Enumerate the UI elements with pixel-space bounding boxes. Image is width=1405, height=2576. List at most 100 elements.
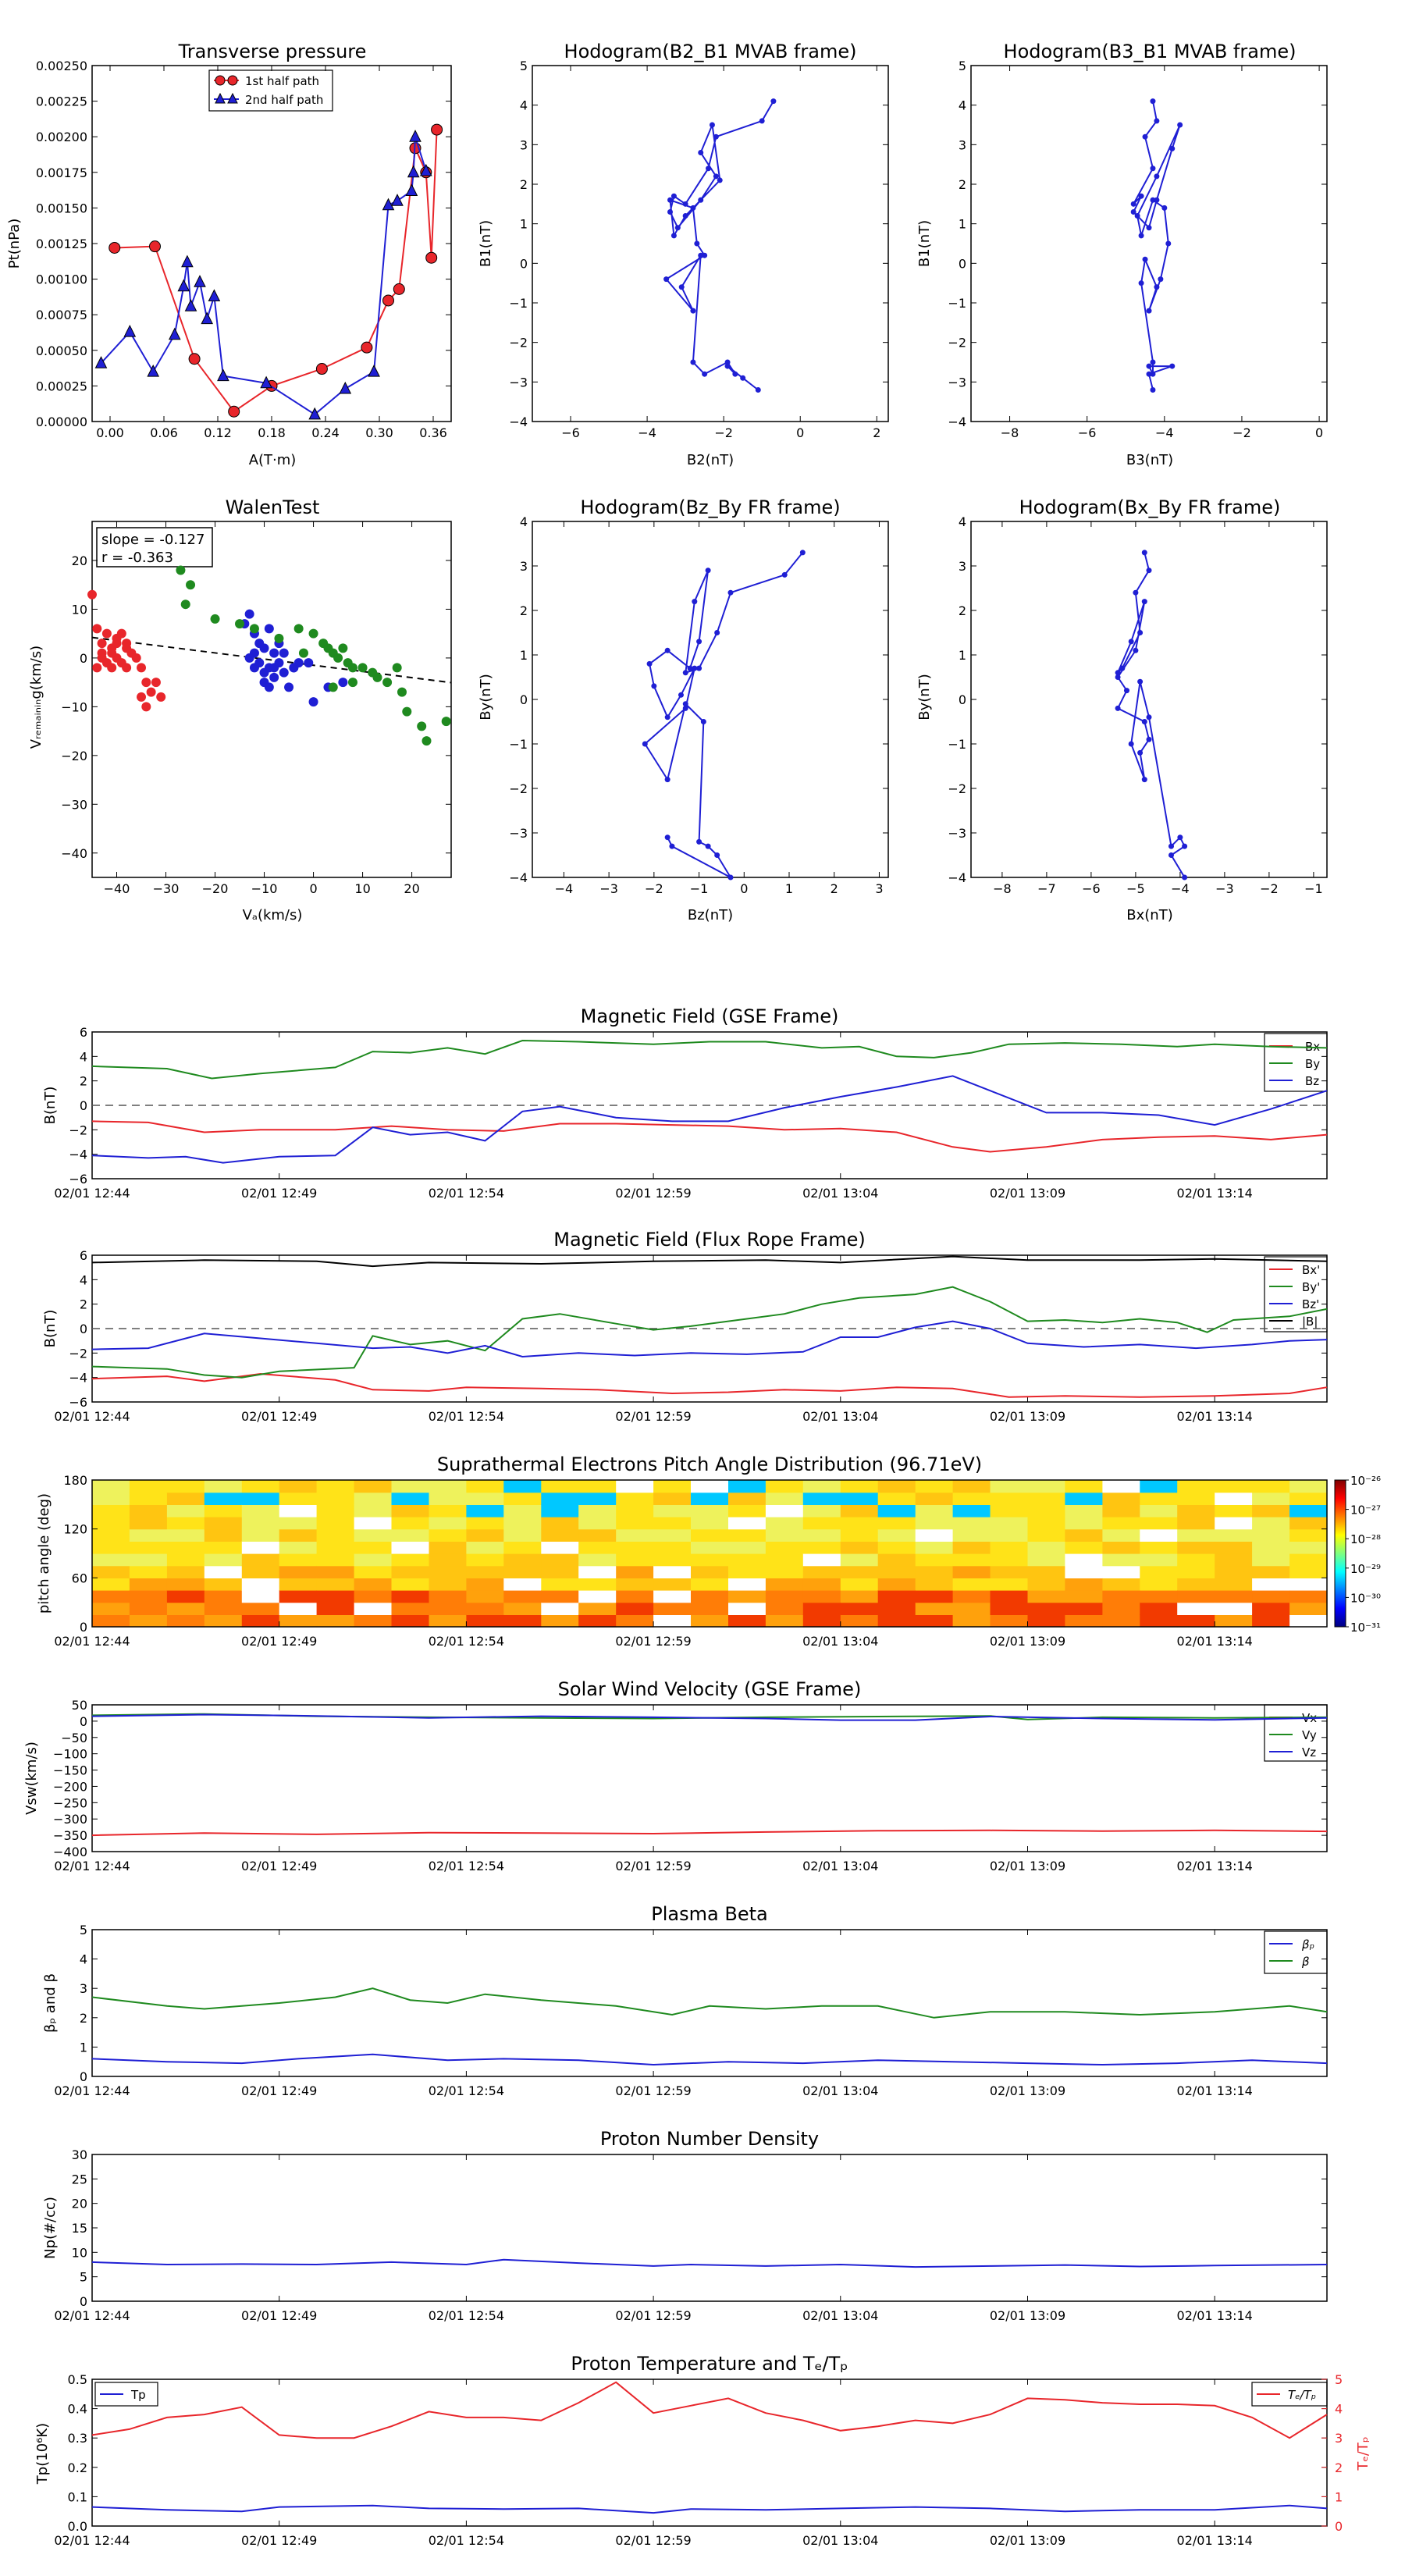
transverse-pressure-xtick-label: 0.00 — [96, 425, 124, 440]
tp-point-triangle — [184, 299, 197, 311]
pad-cell — [1027, 1590, 1065, 1603]
pad-colorbar-label: 10⁻³¹ — [1350, 1621, 1381, 1635]
pad-cell — [391, 1517, 429, 1530]
tp-point-triangle — [201, 311, 214, 325]
pad-cell — [241, 1517, 280, 1530]
transverse-pressure-title: Transverse pressure — [178, 41, 367, 62]
pad-cell — [429, 1553, 467, 1567]
pad-cell — [578, 1553, 617, 1567]
mag_fr-ytick-label: −2 — [69, 1346, 87, 1361]
vsw-time-label: 02/01 12:59 — [615, 1859, 691, 1873]
hodo_b2b1-point — [674, 225, 681, 231]
walen-point-red — [107, 663, 117, 673]
mag-fr-title: Magnetic Field (Flux Rope Frame) — [553, 1229, 865, 1251]
walen-xtick-label: 10 — [354, 881, 370, 896]
pad-cell — [466, 1504, 504, 1517]
hodo_bxby-point — [1146, 736, 1152, 742]
hodo_b3b1-point — [1154, 284, 1160, 290]
pad-cell — [241, 1492, 280, 1505]
pad-cell — [503, 1504, 542, 1517]
np-series-line-0 — [91, 2258, 1328, 2268]
walen-point-blue — [249, 663, 259, 673]
pad-cell — [1140, 1541, 1178, 1554]
pad-cell — [653, 1528, 692, 1542]
hodo_b3b1-xtick-label: −4 — [1155, 425, 1174, 440]
np-time-label: 02/01 13:09 — [990, 2308, 1065, 2323]
pad-cell — [1027, 1517, 1065, 1530]
hodo_bxby-point — [1141, 550, 1147, 556]
walen-point-red — [156, 692, 166, 702]
pad-cell — [1065, 1565, 1103, 1578]
hodo_b2b1-xtick-label: −2 — [714, 425, 733, 440]
pad-cell — [1177, 1528, 1215, 1542]
pad-cell — [616, 1492, 654, 1505]
pad-cell — [653, 1541, 692, 1554]
pad-cell — [1102, 1528, 1140, 1542]
pad-cell — [1252, 1602, 1290, 1615]
tp-point-circle — [361, 341, 373, 354]
hodo_b3b1-point — [1146, 371, 1152, 377]
pad-cell — [541, 1504, 579, 1517]
pad-cell — [166, 1480, 205, 1493]
vsw-frame — [91, 1704, 1328, 1852]
pad-colorbar — [1334, 1479, 1346, 1628]
pad-cell — [92, 1578, 130, 1591]
pad-cell — [1177, 1480, 1215, 1493]
pad-time-label: 02/01 13:14 — [1177, 1634, 1253, 1649]
hodo_b3b1-ytick-label: −2 — [948, 336, 966, 350]
pad-cell — [354, 1553, 393, 1567]
walen-ytick-label: −40 — [61, 846, 87, 861]
beta-series-line-0 — [91, 2053, 1328, 2066]
np-time-label: 02/01 13:04 — [802, 2308, 878, 2323]
pad-cell — [616, 1517, 654, 1530]
pad-cell — [578, 1504, 617, 1517]
hodo_b3b1-xtick-label: −2 — [1232, 425, 1251, 440]
pad-cell — [429, 1517, 467, 1530]
hodo_bxby-point — [1115, 705, 1121, 711]
walen-point-green — [328, 682, 338, 692]
pad-cell — [92, 1565, 130, 1578]
vsw-ytick-label: −100 — [53, 1747, 87, 1762]
hodo_bzby-xtick-label: 0 — [740, 881, 748, 896]
hodo_bzby-point — [664, 777, 670, 783]
pad-cell — [129, 1504, 168, 1517]
walen-point-green — [347, 663, 357, 673]
pad-cell — [728, 1590, 767, 1603]
pad-cell — [840, 1480, 879, 1493]
pad-cell — [429, 1590, 467, 1603]
pad-cell — [1289, 1565, 1328, 1578]
hodo_b2b1-point — [698, 149, 704, 155]
pad-cell — [204, 1492, 243, 1505]
walen-point-red — [151, 678, 161, 688]
pad-cell — [952, 1578, 991, 1591]
pad-ytick-label: 180 — [63, 1473, 87, 1488]
pad-cell — [429, 1614, 467, 1628]
pad-cell — [952, 1517, 991, 1530]
hodo_bxby-ytick-label: 1 — [959, 648, 966, 663]
tp-point-triangle — [208, 289, 221, 301]
hodo_bxby-point — [1168, 852, 1174, 858]
pad-cell — [578, 1602, 617, 1615]
hodo_b3b1-xtick-label: −8 — [1001, 425, 1019, 440]
pad-cell — [691, 1614, 729, 1628]
pad-cell — [129, 1480, 168, 1493]
pad-cell — [1140, 1528, 1178, 1542]
hodo_bxby-xtick-label: −1 — [1304, 881, 1323, 896]
pad-cell — [1065, 1504, 1103, 1517]
hodo_bxby-xtick-label: −6 — [1082, 881, 1101, 896]
mag-gse-legend-by: By — [1305, 1057, 1320, 1071]
pad-cell — [691, 1480, 729, 1493]
walen-point-blue — [264, 682, 274, 692]
hodo_b2b1-ytick-label: 5 — [520, 59, 528, 73]
pad-cell — [1289, 1602, 1328, 1615]
pad-cell — [728, 1578, 767, 1591]
hodo_b2b1-point — [702, 252, 708, 258]
hodo_b2b1-point — [713, 133, 719, 140]
tp-legend-marker-2 — [215, 92, 226, 104]
mag_gse-ytick-label: 0 — [80, 1098, 87, 1113]
pad-cell — [952, 1541, 991, 1554]
temp-ytick-label: 0.5 — [68, 2372, 87, 2387]
walen-ytick-label: −30 — [61, 797, 87, 812]
pad-colorbar-label: 10⁻²⁶ — [1350, 1474, 1381, 1488]
